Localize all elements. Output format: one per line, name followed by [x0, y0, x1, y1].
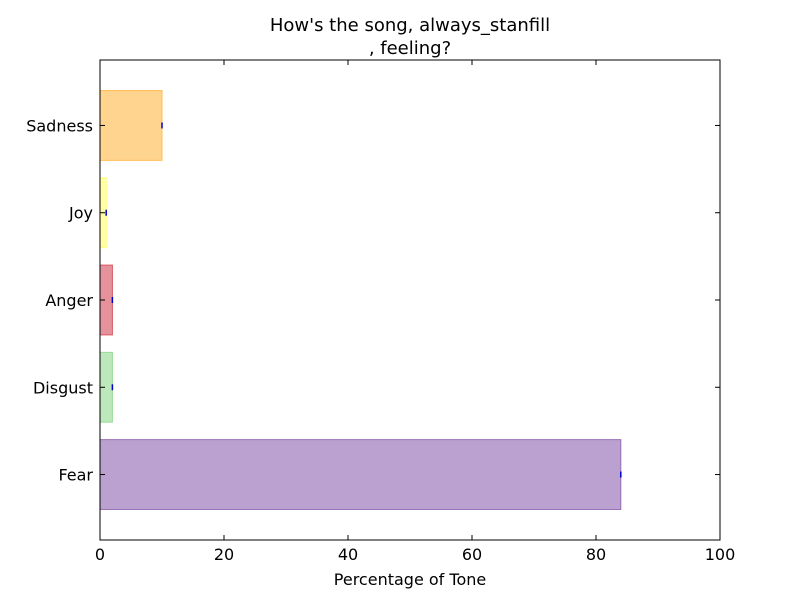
chart-title-line-2: , feeling?	[369, 38, 451, 59]
y-tick-label-joy: Joy	[68, 204, 93, 223]
x-axis-label: Percentage of Tone	[334, 570, 486, 589]
x-tick-label-0: 0	[95, 545, 105, 564]
y-tick-label-sadness: Sadness	[26, 116, 93, 135]
x-tick-label-20: 20	[214, 545, 234, 564]
ticks-layer: Fear Disgust Anger Joy Sadness 0 20 40 60 80 100	[26, 60, 735, 564]
x-tick-label-80: 80	[586, 545, 606, 564]
y-tick-label-fear: Fear	[58, 466, 93, 485]
bar-fear	[99, 439, 622, 510]
x-tick-label-40: 40	[338, 545, 358, 564]
x-tick-label-60: 60	[462, 545, 482, 564]
plot-frame	[99, 59, 721, 541]
bar-sadness	[99, 90, 163, 161]
x-tick-label-100: 100	[705, 545, 736, 564]
y-tick-label-anger: Anger	[45, 291, 93, 310]
y-tick-label-disgust: Disgust	[33, 378, 93, 397]
chart-title-line-1: How's the song, always_stanfill	[270, 15, 550, 36]
